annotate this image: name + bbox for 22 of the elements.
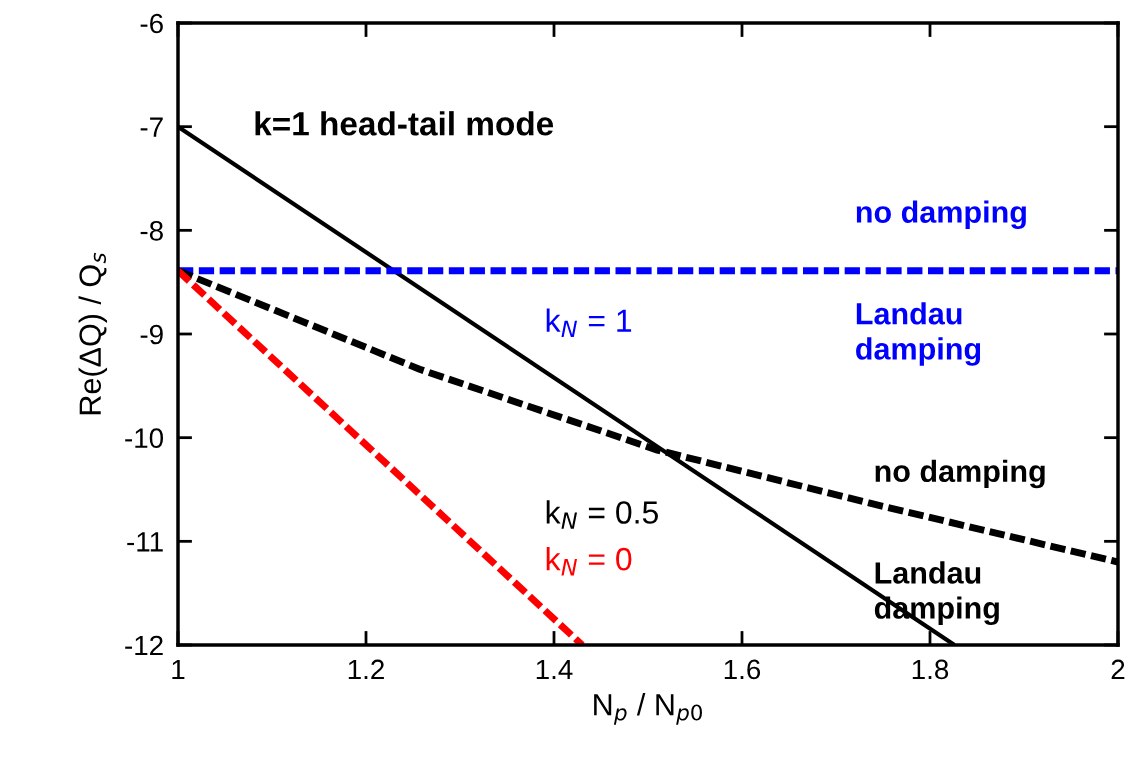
annotation: no damping (875, 459, 1045, 489)
x-axis-title: N$_{p}$ / N$_{p0}$ (594, 693, 702, 725)
x-tick-label: 1.8 (912, 659, 949, 680)
x-tick-label: 1 (172, 659, 185, 680)
y-tick-label: -10 (125, 428, 164, 449)
y-axis-title: Re(ΔQ) / Q$_{s}$ (78, 252, 108, 415)
y-tick-label: -7 (140, 117, 163, 137)
x-tick-label: 1.6 (724, 659, 761, 680)
y-tick-label: -11 (127, 532, 163, 552)
series-label: k$_{N}$ = 0.5 (546, 500, 658, 529)
x-tick-label: 1.2 (348, 659, 384, 680)
annotation: k=1 head-tail mode (255, 111, 554, 136)
x-tick-label: 2 (1111, 659, 1125, 680)
series-label: k$_{N}$ = 1 (546, 308, 632, 337)
annotation: no damping (856, 200, 1026, 230)
y-tick-label: -6 (140, 13, 163, 34)
y-tick-label: -12 (125, 635, 163, 656)
x-tick-label: 1.4 (536, 659, 573, 680)
y-tick-label: -8 (140, 221, 163, 241)
series-label: k$_{N}$ = 0 (546, 547, 632, 576)
annotation: Landau damping (856, 302, 981, 366)
y-tick-label: -9 (140, 324, 163, 345)
